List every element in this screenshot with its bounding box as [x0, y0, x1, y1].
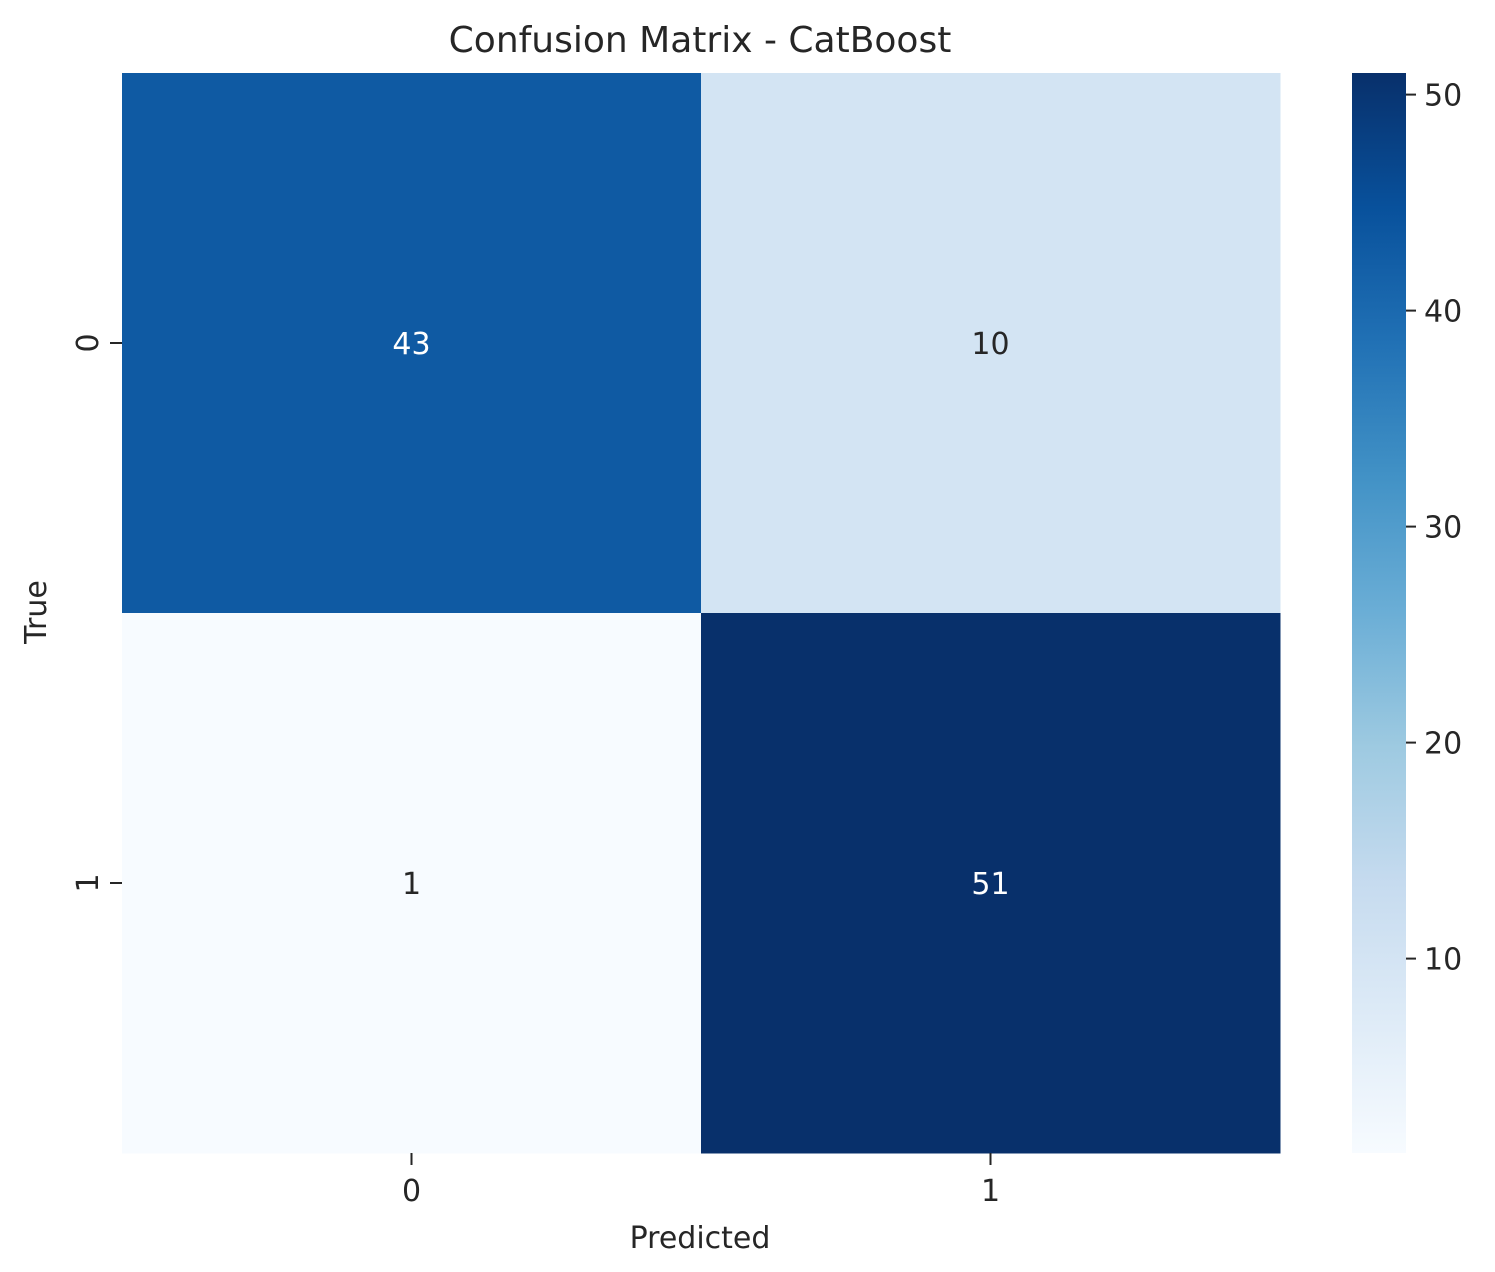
heatmap-cell-1-0 [122, 613, 702, 1154]
colorbar-tick-label-0: 10 [1424, 943, 1462, 978]
y-tick-label-0: 0 [71, 333, 106, 352]
x-axis-label: Predicted [630, 1221, 771, 1256]
heatmap-cell-0-1 [701, 73, 1281, 614]
x-tick-label-0: 0 [402, 1174, 421, 1209]
heatmap-annotations: 43 10 1 51 [392, 327, 1009, 902]
cell-value-0-0: 43 [392, 327, 430, 362]
x-tick-label-1: 1 [981, 1174, 1000, 1209]
cell-value-1-1: 51 [971, 867, 1009, 902]
colorbar [1352, 73, 1406, 1153]
y-axis-ticks: 01 [71, 333, 122, 893]
heatmap-cell-0-0 [122, 73, 702, 614]
y-tick-label-1: 1 [71, 873, 106, 892]
heatmap-cell-1-1 [701, 613, 1281, 1154]
cell-value-0-1: 10 [971, 327, 1009, 362]
heatmap-cells [122, 73, 1281, 1154]
colorbar-tick-label-1: 20 [1424, 727, 1462, 762]
colorbar-tick-label-2: 30 [1424, 511, 1462, 546]
chart-title: Confusion Matrix - CatBoost [449, 20, 952, 61]
colorbar-tick-label-4: 50 [1424, 79, 1462, 114]
y-axis-label: True [19, 580, 54, 645]
colorbar-tick-label-3: 40 [1424, 295, 1462, 330]
colorbar-ticks: 10 20 30 40 50 [1406, 79, 1462, 978]
cell-value-1-0: 1 [402, 867, 421, 902]
